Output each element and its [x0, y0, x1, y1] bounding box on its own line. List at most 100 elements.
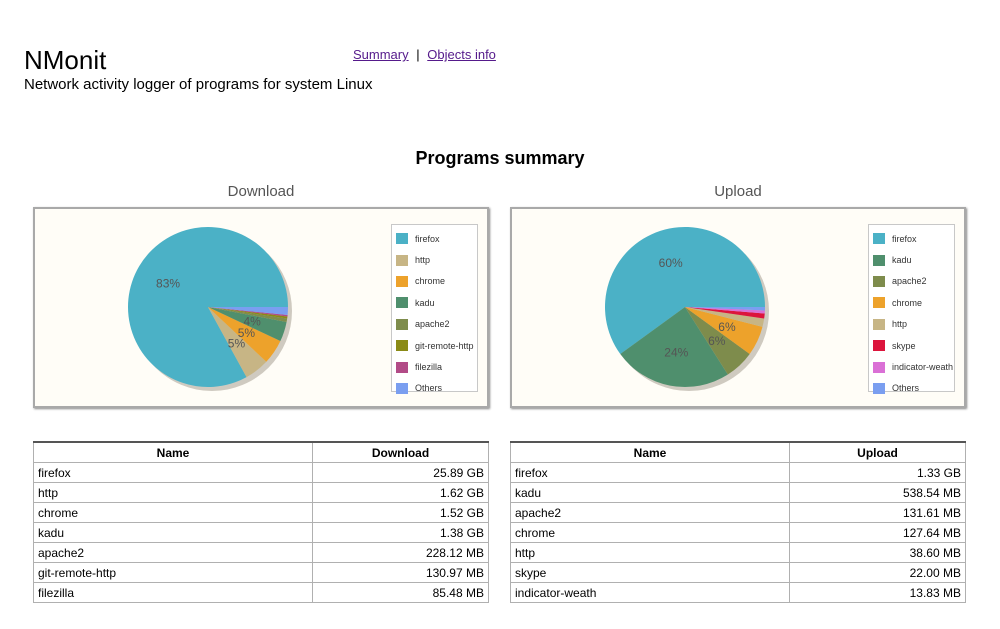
- legend-swatch: [396, 382, 408, 394]
- legend-label: git-remote-http: [415, 340, 474, 351]
- legend-swatch: [873, 233, 885, 245]
- pie-slice-skype: [685, 307, 765, 319]
- legend-item: http: [873, 314, 954, 335]
- legend-label: chrome: [415, 276, 446, 287]
- row-value-cell: 13.83 MB: [789, 582, 966, 603]
- row-value-cell: 1.62 GB: [312, 482, 489, 503]
- row-name-cell: apache2: [510, 502, 790, 523]
- table-header-row: Name Download: [33, 441, 489, 463]
- upload-pie-chart: 60% 24% 6%6%: [605, 227, 769, 391]
- pie-data-label: 5%: [238, 326, 256, 340]
- table-row: firefox 25.89 GB: [33, 462, 489, 483]
- pie-data-label: 83%: [156, 276, 180, 290]
- table-row: http 1.62 GB: [33, 482, 489, 503]
- pie-slice-git-remote-http: [208, 307, 288, 319]
- legend-swatch: [873, 318, 885, 330]
- legend-item: Others: [873, 378, 954, 399]
- row-name-cell: skype: [510, 562, 790, 583]
- pie-slice-http: [208, 307, 267, 378]
- legend-swatch: [873, 340, 885, 352]
- legend-item: firefox: [396, 228, 477, 249]
- row-name-cell: firefox: [510, 462, 790, 483]
- legend-swatch: [873, 382, 885, 394]
- legend-swatch: [873, 254, 885, 266]
- row-value-cell: 127.64 MB: [789, 522, 966, 543]
- legend-item: kadu: [873, 249, 954, 270]
- table-row: filezilla 85.48 MB: [33, 582, 489, 603]
- nav-separator: |: [416, 47, 420, 62]
- table-row: kadu 538.54 MB: [510, 482, 966, 503]
- upload-table: Name Upload firefox 1.33 GB kadu 538.54 MB a…: [510, 441, 966, 603]
- legend-swatch: [396, 361, 408, 373]
- upload-legend: firefox kadu apache2 chrome http skype indicat…: [868, 224, 955, 394]
- pie-data-label: 4%: [243, 314, 261, 328]
- row-name-cell: http: [33, 482, 313, 503]
- legend-label: chrome: [892, 297, 923, 308]
- legend-item: indicator-weath: [873, 356, 954, 377]
- legend-swatch: [396, 297, 408, 309]
- table-row: chrome 1.52 GB: [33, 502, 489, 523]
- legend-swatch: [396, 340, 408, 352]
- legend-swatch: [396, 233, 408, 245]
- legend-label: filezilla: [415, 362, 443, 373]
- row-value-cell: 1.33 GB: [789, 462, 966, 483]
- pie-slice-kadu: [208, 307, 287, 342]
- row-name-cell: kadu: [510, 482, 790, 503]
- table-row: apache2 228.12 MB: [33, 542, 489, 563]
- download-chart-title: Download: [227, 183, 295, 200]
- download-pie-chart: 83%5%5%4%: [128, 227, 292, 391]
- table-row: firefox 1.33 GB: [510, 462, 966, 483]
- legend-label: http: [892, 319, 908, 330]
- pie-data-label: 6%: [718, 320, 736, 334]
- pie-data-label: 24%: [664, 346, 688, 360]
- upload-chart: 60% 24% 6% 6% firefox kadu apache2 chrome http s…: [510, 207, 966, 408]
- legend-label: apache2: [892, 276, 927, 287]
- row-value-cell: 228.12 MB: [312, 542, 489, 563]
- legend-item: http: [396, 249, 477, 270]
- row-value-cell: 131.61 MB: [789, 502, 966, 523]
- nav-objects-info-link[interactable]: Objects info: [427, 47, 496, 62]
- pie-data-label: 5%: [228, 337, 246, 351]
- legend-item: chrome: [873, 292, 954, 313]
- page-heading: Programs summary: [415, 148, 585, 168]
- table-row: indicator-weath 13.83 MB: [510, 582, 966, 603]
- row-name-cell: git-remote-http: [33, 562, 313, 583]
- app-subtitle: Network activity logger of programs for …: [24, 76, 373, 93]
- row-name-cell: apache2: [33, 542, 313, 563]
- legend-swatch: [873, 275, 885, 287]
- row-value-cell: 38.60 MB: [789, 542, 966, 563]
- legend-label: indicator-weath: [892, 362, 954, 373]
- row-value-cell: 1.52 GB: [312, 502, 489, 523]
- column-header-name: Name: [510, 441, 790, 463]
- download-legend: firefox http chrome kadu apache2 git-remote-h…: [391, 224, 478, 394]
- table-row: http 38.60 MB: [510, 542, 966, 563]
- legend-item: apache2: [873, 271, 954, 292]
- table-row: chrome 127.64 MB: [510, 522, 966, 543]
- legend-item: firefox: [873, 228, 954, 249]
- legend-label: Others: [892, 383, 920, 394]
- legend-label: skype: [892, 340, 916, 351]
- legend-item: kadu: [396, 292, 477, 313]
- pie-slice-filezilla: [208, 307, 288, 317]
- upload-chart-title: Upload: [714, 183, 762, 200]
- row-value-cell: 1.38 GB: [312, 522, 489, 543]
- pie-slice-others: [208, 307, 288, 316]
- table-row: apache2 131.61 MB: [510, 502, 966, 523]
- pie-slice-others: [685, 307, 765, 311]
- legend-item: chrome: [396, 271, 477, 292]
- pie-slice-http: [685, 307, 765, 327]
- nav-summary-link[interactable]: Summary: [353, 47, 409, 62]
- row-name-cell: indicator-weath: [510, 582, 790, 603]
- column-header-download: Download: [312, 441, 489, 463]
- pie-slice-apache2: [685, 307, 750, 375]
- row-value-cell: 538.54 MB: [789, 482, 966, 503]
- legend-swatch: [873, 297, 885, 309]
- row-value-cell: 22.00 MB: [789, 562, 966, 583]
- column-header-name: Name: [33, 441, 313, 463]
- top-nav: Summary | Objects info: [353, 47, 496, 63]
- pie-data-label: 60%: [659, 256, 683, 270]
- row-name-cell: chrome: [510, 522, 790, 543]
- legend-label: kadu: [892, 255, 912, 266]
- download-chart: 83% 5% 5% 4% firefox http chrome kadu apache2 gi…: [33, 207, 489, 408]
- legend-swatch: [873, 361, 885, 373]
